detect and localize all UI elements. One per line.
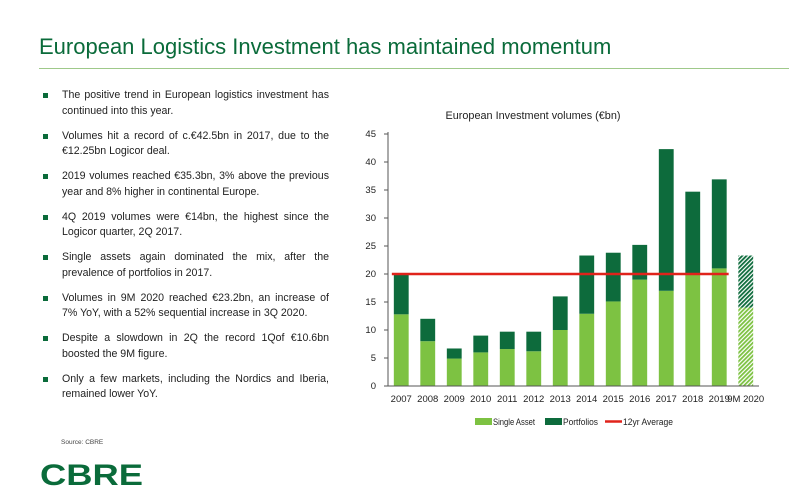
x-tick-label: 2011 <box>497 394 517 405</box>
bullet-marker <box>43 255 48 260</box>
bullet-marker <box>43 295 48 301</box>
bullet-text: Volumes hit a record of c.€42.5bn in 201… <box>62 129 329 158</box>
bars <box>393 149 754 386</box>
legend-single-asset-label: Single Asset <box>493 417 535 427</box>
bullet-text: Volumes in 9M 2020 reached €23.2bn, an i… <box>62 291 329 320</box>
bullet-item: 2019 volumes reached €35.3bn, 3% above t… <box>39 169 329 200</box>
y-tick-label: 0 <box>371 381 376 392</box>
legend-portfolios-swatch <box>545 418 562 425</box>
bullet-marker <box>43 214 48 220</box>
bar-portfolios <box>711 179 727 269</box>
bar-portfolios <box>420 318 436 342</box>
bullet-text: Single assets again dominated the mix, a… <box>62 251 329 279</box>
bar-portfolios <box>446 348 462 359</box>
x-tick-label: 2013 <box>550 394 571 405</box>
bullet-marker <box>43 336 48 341</box>
x-tick-label: 2016 <box>629 394 650 405</box>
bar-portfolios <box>632 244 648 280</box>
legend-portfolios-label: Portfolios <box>563 417 598 427</box>
page-title: European Logistics Investment has mainta… <box>39 34 612 59</box>
y-tick-label: 15 <box>365 297 376 308</box>
x-tick-label: 2012 <box>523 394 544 405</box>
bar-single-asset <box>685 274 701 386</box>
x-tick-label: 2009 <box>444 394 465 405</box>
bullet-marker <box>43 93 48 98</box>
bullet-item: Single assets again dominated the mix, a… <box>39 250 329 281</box>
bar-single-asset <box>632 279 648 386</box>
bar-portfolios <box>658 149 674 291</box>
bar-single-asset <box>499 349 515 386</box>
x-tick-label: 2017 <box>656 394 677 405</box>
y-tick-label: 5 <box>371 353 376 364</box>
bar-portfolios <box>499 331 515 350</box>
y-tick-label: 25 <box>365 241 376 252</box>
y-tick-label: 35 <box>365 185 376 196</box>
y-tick-label: 30 <box>365 213 376 224</box>
bar-single-asset <box>658 290 674 386</box>
cbre-logo: CBRE <box>40 460 143 488</box>
x-tick-label: 2010 <box>470 394 491 405</box>
y-tick-label: 45 <box>365 129 376 140</box>
y-tick-label: 20 <box>365 269 376 280</box>
y-axis: 0 5 10 15 20 25 30 35 40 45 <box>365 129 389 392</box>
bar-single-asset <box>420 341 436 386</box>
bar-single-asset <box>393 314 409 386</box>
bullet-marker <box>43 133 48 139</box>
logo-text: CBRE <box>40 460 143 488</box>
bar-portfolios <box>526 331 542 352</box>
x-tick-label: 2018 <box>682 394 703 405</box>
bar-single-asset <box>552 330 568 386</box>
bar-portfolios <box>393 274 409 315</box>
investment-volume-chart: European Investment volumes (€bn) 0 5 10 15… <box>365 110 764 427</box>
legend-average-label: 12yr Average <box>623 417 673 427</box>
bullet-text: 2019 volumes reached €35.3bn, 3% above t… <box>62 170 329 198</box>
x-axis: 2007 2008 2009 2010 2011 2012 2013 2014 2015 2016… <box>388 385 764 405</box>
bullet-text: Only a few markets, including the Nordic… <box>62 372 329 401</box>
bar-portfolios <box>473 335 489 353</box>
x-tick-label: 2015 <box>603 394 624 405</box>
bullet-marker <box>43 174 48 179</box>
x-tick-label: 9M 2020 <box>727 394 764 405</box>
bar-single-asset <box>605 301 621 386</box>
bar-portfolios <box>685 191 701 274</box>
bullet-item: Despite a slowdown in 2Q the record 1Qof… <box>39 331 329 362</box>
bar-portfolios <box>579 255 595 314</box>
x-tick-label: 2008 <box>417 394 438 405</box>
x-tick-label: 2014 <box>576 394 597 405</box>
x-tick-label: 2007 <box>391 394 412 405</box>
bullet-text: 4Q 2019 volumes were €14bn, the highest … <box>62 210 329 239</box>
title-divider <box>39 68 789 69</box>
bar-single-asset <box>738 307 754 386</box>
bullet-item: Volumes hit a record of c.€42.5bn in 201… <box>39 129 329 160</box>
source-note: Source: CBRE <box>61 439 104 446</box>
chart-title: European Investment volumes (€bn) <box>446 110 621 122</box>
bullet-item: Volumes in 9M 2020 reached €23.2bn, an i… <box>39 291 329 322</box>
bar-single-asset <box>473 352 489 386</box>
bullet-item: Only a few markets, including the Nordic… <box>39 372 329 403</box>
bullet-item: The positive trend in European logistics… <box>39 88 329 119</box>
bullet-text: The positive trend in European logistics… <box>62 89 329 117</box>
bullet-item: 4Q 2019 volumes were €14bn, the highest … <box>39 210 329 241</box>
bar-portfolios <box>738 255 754 308</box>
x-tick-label: 2019 <box>709 394 730 405</box>
bar-single-asset <box>711 268 727 386</box>
bar-portfolios <box>605 252 621 302</box>
bullet-marker <box>43 376 48 382</box>
bar-single-asset <box>579 313 595 386</box>
bar-single-asset <box>446 358 462 386</box>
bullet-text: Despite a slowdown in 2Q the record 1Qof… <box>62 332 329 360</box>
y-tick-label: 40 <box>365 157 376 168</box>
bullet-list: The positive trend in European logistics… <box>39 88 329 412</box>
y-tick-label: 10 <box>365 325 376 336</box>
bar-portfolios <box>552 296 568 330</box>
legend: Single Asset Portfolios 12yr Average <box>475 417 673 427</box>
bar-single-asset <box>526 351 542 386</box>
legend-single-asset-swatch <box>475 418 492 425</box>
